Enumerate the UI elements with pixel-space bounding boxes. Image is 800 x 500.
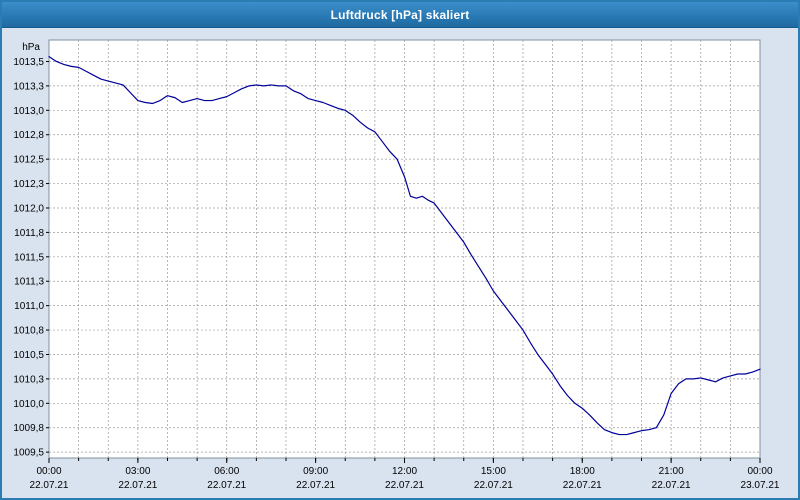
x-tick-time-label: 12:00 xyxy=(392,466,417,477)
x-tick-date-label: 22.07.21 xyxy=(652,480,691,491)
y-tick-label: 1011,0 xyxy=(14,301,44,312)
pressure-chart: 1013,5 1013,3 1013,0 1012,8 1012,5 1012,3 1012… xyxy=(2,28,798,498)
y-tick-label: 1009,5 xyxy=(13,448,44,459)
y-tick-label: 1011,8 xyxy=(14,228,44,239)
y-tick-label: 1010,8 xyxy=(13,326,44,337)
pressure-line-series xyxy=(48,56,761,436)
x-tick-date-label: 22.07.21 xyxy=(30,480,69,491)
y-tick-label: 1013,3 xyxy=(13,81,44,92)
y-tick-label: 1012,0 xyxy=(13,203,44,214)
chart-canvas: 1013,5 1013,3 1013,0 1012,8 1012,5 1012,3 1012… xyxy=(13,39,780,491)
window-title: Luftdruck [hPa] skaliert xyxy=(330,7,470,22)
x-tick-time-label: 21:00 xyxy=(659,466,684,477)
y-tick-label: 1012,8 xyxy=(13,130,44,141)
x-tick-time-label: 03:00 xyxy=(125,466,150,477)
x-tick-date-label: 22.07.21 xyxy=(296,480,335,491)
y-tick-label: 1010,3 xyxy=(13,374,44,385)
x-tick-time-label: 15:00 xyxy=(481,466,506,477)
x-tick-date-label: 22.07.21 xyxy=(207,480,246,491)
y-axis-unit-label: hPa xyxy=(22,42,40,53)
x-tick-time-label: 00:00 xyxy=(36,466,61,477)
y-tick-label: 1010,5 xyxy=(13,350,44,361)
y-tick-label: 1013,0 xyxy=(13,106,44,117)
y-tick-label: 1012,5 xyxy=(13,155,44,166)
title-bar: Luftdruck [hPa] skaliert xyxy=(2,2,798,28)
x-tick-date-label: 22.07.21 xyxy=(563,480,602,491)
y-tick-label: 1011,5 xyxy=(14,252,44,263)
y-tick-label: 1011,3 xyxy=(14,277,44,288)
y-tick-label: 1010,0 xyxy=(13,399,44,410)
x-tick-date-label: 22.07.21 xyxy=(118,480,157,491)
x-tick-date-label: 22.07.21 xyxy=(385,480,424,491)
x-tick-date-label: 23.07.21 xyxy=(741,480,780,491)
x-tick-time-label: 00:00 xyxy=(747,466,772,477)
y-tick-label: 1012,3 xyxy=(13,179,44,190)
y-tick-label: 1009,8 xyxy=(13,423,44,434)
x-tick-time-label: 06:00 xyxy=(214,466,239,477)
x-tick-date-label: 22.07.21 xyxy=(474,480,513,491)
x-tick-time-label: 18:00 xyxy=(570,466,595,477)
x-tick-time-label: 09:00 xyxy=(303,466,328,477)
y-tick-label: 1013,5 xyxy=(13,57,44,68)
